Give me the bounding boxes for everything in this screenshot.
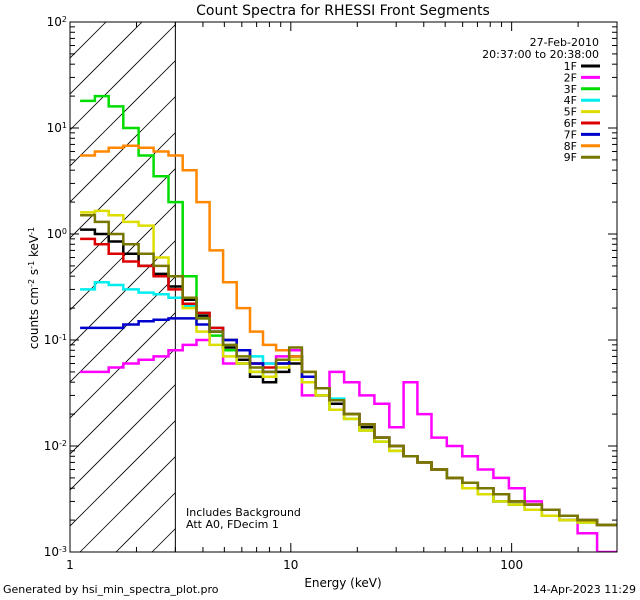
annotation-attenuator: Att A0, FDecim 1: [186, 518, 279, 531]
y-tick-label: 101: [47, 121, 67, 136]
legend-label-2F: 2F: [564, 71, 577, 84]
axis-ticks: 1 10 100 10-3 10-2 10-1 100 101 102: [44, 15, 618, 572]
legend-label-9F: 9F: [564, 151, 577, 164]
hatch-line: [70, 22, 179, 131]
legend-label-6F: 6F: [564, 117, 577, 130]
chart-time-range: 20:37:00 to 20:38:00: [482, 48, 599, 61]
y-tick-label: 10-2: [44, 439, 67, 454]
legend-label-7F: 7F: [564, 128, 577, 141]
plot-frame: [69, 21, 618, 553]
series-line-9F: [80, 214, 617, 527]
footer-generated-by: Generated by hsi_min_spectra_plot.pro: [3, 583, 219, 596]
hatch-mask: [175, 22, 617, 552]
series-line-2F: [80, 326, 617, 552]
y-axis-label: counts cm-2 s-1 keV-1: [27, 227, 42, 349]
x-axis-label: Energy (keV): [304, 576, 381, 590]
y-tick-label: 100: [47, 227, 67, 242]
series-lines: [80, 94, 617, 552]
hatch-line: [70, 22, 251, 203]
x-tick-label: 100: [500, 558, 523, 572]
hatched-region: [70, 22, 617, 552]
y-tick-label: 10-1: [44, 333, 67, 348]
hatch-line: [70, 22, 215, 167]
legend-label-1F: 1F: [564, 60, 577, 73]
x-tick-label: 1: [66, 558, 74, 572]
chart-date: 27-Feb-2010: [530, 36, 599, 49]
legend-label-5F: 5F: [564, 106, 577, 119]
legend-label-4F: 4F: [564, 94, 577, 107]
footer-timestamp: 14-Apr-2023 11:29: [532, 583, 636, 596]
annotation-background: Includes Background: [186, 506, 301, 519]
y-tick-label: 10-3: [44, 545, 67, 560]
legend-label-8F: 8F: [564, 140, 577, 153]
chart-title: Count Spectra for RHESSI Front Segments: [196, 3, 490, 19]
legend-label-3F: 3F: [564, 83, 577, 96]
x-tick-label: 10: [283, 558, 298, 572]
y-tick-label: 102: [47, 15, 67, 30]
